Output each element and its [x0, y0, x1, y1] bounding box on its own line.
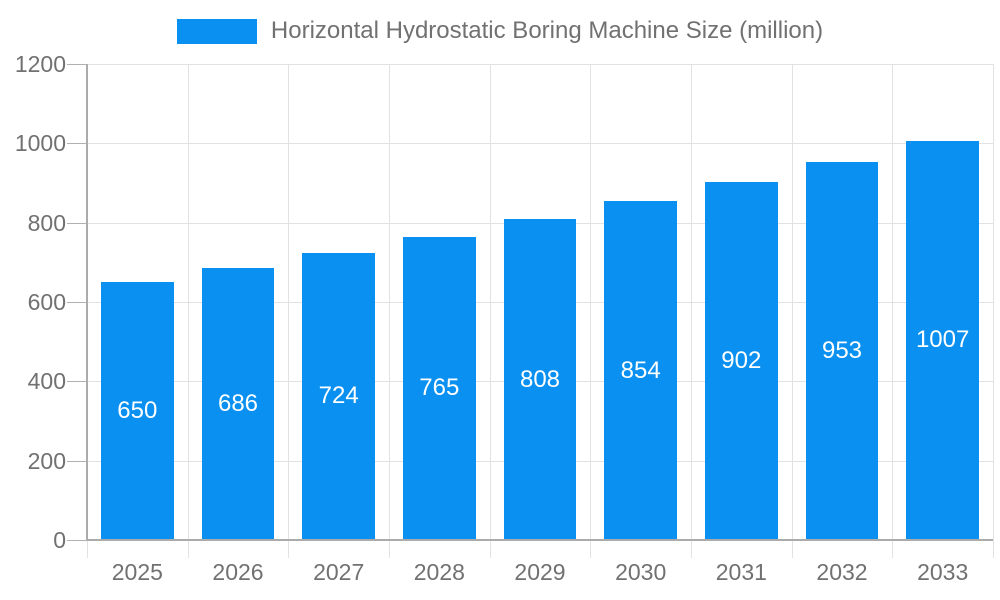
bar-2026[interactable]	[201, 267, 275, 540]
x-axis-tick-label: 2033	[917, 559, 969, 585]
bar-value-label: 953	[821, 336, 863, 364]
x-axis-tick-label: 2026	[212, 559, 264, 585]
x-axis-tick-label: 2030	[615, 559, 667, 585]
y-axis-tick	[67, 302, 87, 303]
y-axis-tick-label: 0	[53, 527, 66, 553]
bar-value-label: 686	[217, 389, 259, 417]
v-gridline	[691, 64, 692, 558]
v-gridline	[993, 64, 994, 558]
y-axis-tick	[67, 540, 87, 541]
x-axis-line	[87, 539, 993, 541]
y-axis-tick	[67, 222, 87, 224]
y-axis-tick-label: 1200	[14, 51, 66, 77]
bar-value-label: 902	[721, 347, 762, 375]
x-axis-tick-label: 2031	[715, 559, 767, 585]
bar-2027[interactable]	[302, 252, 375, 540]
y-axis-tick	[67, 460, 87, 462]
y-axis-tick-label: 400	[27, 368, 66, 395]
y-axis-tick-label: 200	[27, 447, 66, 474]
y-axis-tick	[67, 64, 87, 65]
y-axis-line	[86, 64, 88, 540]
v-gridline	[489, 64, 491, 558]
bar-value-label: 765	[419, 374, 460, 402]
legend-swatch-icon	[176, 18, 257, 44]
v-gridline	[288, 64, 290, 558]
bar-value-label: 854	[620, 356, 661, 384]
x-axis-tick-label: 2027	[313, 559, 365, 585]
bar-2032[interactable]	[805, 161, 879, 540]
bar-value-label: 1007	[915, 326, 970, 354]
x-axis-tick-label: 2029	[514, 559, 566, 585]
bar-2031[interactable]	[705, 182, 778, 540]
h-gridline	[87, 143, 993, 145]
y-axis-tick-label: 1000	[14, 130, 66, 157]
v-gridline	[590, 64, 592, 558]
y-axis-tick	[67, 143, 87, 145]
h-gridline	[87, 64, 993, 65]
y-axis-tick-label: 800	[27, 209, 66, 236]
v-gridline	[892, 64, 894, 558]
bar-value-label: 808	[519, 365, 561, 393]
v-gridline	[791, 64, 793, 558]
y-axis-tick-label: 600	[27, 289, 66, 315]
x-axis-tick-label: 2032	[816, 559, 868, 585]
v-gridline	[187, 64, 189, 558]
bar-value-label: 650	[117, 397, 158, 425]
x-axis-tick-label: 2028	[413, 559, 465, 585]
bar-value-label: 724	[318, 382, 359, 410]
bar-2030[interactable]	[604, 201, 677, 540]
bar-2028[interactable]	[403, 236, 476, 540]
bar-2025[interactable]	[101, 282, 174, 540]
v-gridline	[389, 64, 390, 558]
bar-2033[interactable]	[906, 140, 979, 540]
y-axis-tick	[67, 381, 87, 383]
legend[interactable]: Horizontal Hydrostatic Boring Machine Si…	[0, 17, 1000, 45]
legend-label: Horizontal Hydrostatic Boring Machine Si…	[270, 17, 824, 44]
bar-2029[interactable]	[503, 219, 577, 540]
x-axis-tick-label: 2025	[111, 559, 163, 585]
